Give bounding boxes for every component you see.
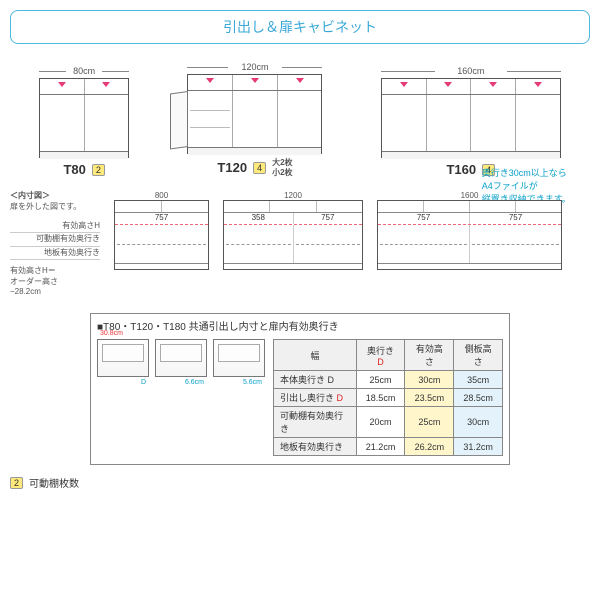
spec-title: ■T80・T120・T180 共通引出し内寸と扉内有効奥行き: [97, 318, 503, 333]
drawer-diagrams: 30.8cmD6.6cm5.6cm: [97, 339, 265, 456]
spec-row-label: 引出し奥行き D: [274, 389, 357, 407]
internal-width-value: 358: [224, 213, 294, 224]
internal-width-label: 800: [114, 191, 209, 200]
internal-left-line: 可動棚有効奥行き: [10, 233, 100, 246]
spec-header-cell: 奥行き D: [356, 340, 405, 371]
internal-subtitle: 扉を外した図です。: [10, 202, 100, 212]
spec-cell: 30cm: [405, 371, 454, 389]
width-dimension: 80cm: [39, 66, 129, 76]
triangle-icon: [400, 82, 408, 87]
triangle-icon: [58, 82, 66, 87]
width-dimension: 160cm: [381, 66, 561, 76]
drawer-side-label: D: [141, 379, 146, 386]
open-door: [170, 91, 188, 150]
cabinet-drawing: [39, 78, 129, 158]
internal-diagram: 1200 358757: [223, 191, 363, 270]
cabinet-name: T80: [63, 162, 85, 177]
spec-cell: 23.5cm: [405, 389, 454, 407]
cabinet-T80: 80cm T80 2: [39, 66, 129, 177]
spec-header-cell: 側板高さ: [454, 340, 503, 371]
spec-cell: 26.2cm: [405, 438, 454, 456]
internal-left-line: 有効高さH: [10, 220, 100, 233]
triangle-icon: [444, 82, 452, 87]
drawer-side-label: 6.6cm: [185, 379, 204, 386]
spec-cell: 28.5cm: [454, 389, 503, 407]
spec-row-label: 可動棚有効奥行き: [274, 407, 357, 438]
spec-cell: 25cm: [405, 407, 454, 438]
drawer-top-label: 30.8cm: [100, 330, 123, 337]
spec-cell: 30cm: [454, 407, 503, 438]
internal-row: ＜内寸図＞ 扉を外した図です。 有効高さH可動棚有効奥行き地板有効奥行き 有効高…: [10, 191, 590, 297]
internal-width-value: 757: [294, 213, 363, 224]
internal-width-label: 1200: [223, 191, 363, 200]
triangle-icon: [251, 78, 259, 83]
cabinet-T160: 160cmT1604奥行き30cm以上なら A4ファイルが 縦置き収納できます。: [381, 66, 561, 177]
legend-badge-number: 2: [14, 478, 19, 488]
cabinet-name: T120: [217, 160, 247, 175]
spec-cell: 21.2cm: [356, 438, 405, 456]
shelf-size-note: 大2枚 小2枚: [272, 158, 292, 177]
triangle-icon: [206, 78, 214, 83]
cabinet-T120: 120cm T120 4 大2枚 小2枚: [187, 62, 322, 177]
legend: 2 可動棚枚数: [10, 475, 590, 490]
spec-row-label: 地板有効奥行き: [274, 438, 357, 456]
cabinet-drawing: [381, 78, 561, 158]
spec-table: 幅奥行き D有効高さ側板高さ本体奥行き D25cm30cm35cm引出し奥行き …: [273, 339, 503, 456]
internal-width-value: 757: [115, 213, 208, 224]
internal-width-value: 757: [470, 213, 561, 224]
internal-title: ＜内寸図＞: [10, 191, 100, 201]
legend-text: 可動棚枚数: [29, 475, 79, 490]
internal-diagram: 1600757757: [377, 191, 562, 270]
shelf-count-badge: 2: [92, 164, 105, 176]
triangle-icon: [489, 82, 497, 87]
spec-header-cell: 有効高さ: [405, 340, 454, 371]
legend-badge: 2: [10, 477, 23, 489]
cabinet-row: 80cmT802120cmT1204大2枚 小2枚160cmT1604奥行き30…: [10, 62, 590, 177]
spec-header-cell: 幅: [274, 340, 357, 371]
spec-row-label: 本体奥行き D: [274, 371, 357, 389]
cabinet-label: T120 4 大2枚 小2枚: [187, 158, 322, 177]
shelf-count-badge: 4: [253, 162, 266, 174]
height-note: 有効高さH＝ オーダー高さ −28.2cm: [10, 266, 100, 297]
drawer-diagram: 5.6cm: [213, 339, 265, 377]
internal-label-column: ＜内寸図＞ 扉を外した図です。 有効高さH可動棚有効奥行き地板有効奥行き 有効高…: [10, 191, 100, 297]
width-dimension: 120cm: [187, 62, 322, 72]
spec-cell: 31.2cm: [454, 438, 503, 456]
internal-left-line: 地板有効奥行き: [10, 247, 100, 260]
spec-cell: 20cm: [356, 407, 405, 438]
cabinet-drawing: [187, 74, 322, 154]
internal-diagram: 800 757: [114, 191, 209, 270]
triangle-icon: [534, 82, 542, 87]
triangle-icon: [296, 78, 304, 83]
drawer-side-label: 5.6cm: [243, 379, 262, 386]
cabinet-name: T160: [446, 162, 476, 177]
section-title: 引出し＆扉キャビネット: [10, 10, 590, 44]
spec-cell: 18.5cm: [356, 389, 405, 407]
spec-block: ■T80・T120・T180 共通引出し内寸と扉内有効奥行き 30.8cmD6.…: [90, 313, 510, 465]
drawer-diagram: 6.6cm: [155, 339, 207, 377]
spec-cell: 35cm: [454, 371, 503, 389]
drawer-diagram: 30.8cmD: [97, 339, 149, 377]
internal-width-value: 757: [378, 213, 470, 224]
spec-cell: 25cm: [356, 371, 405, 389]
cabinet-label: T80 2: [39, 162, 129, 177]
triangle-icon: [102, 82, 110, 87]
